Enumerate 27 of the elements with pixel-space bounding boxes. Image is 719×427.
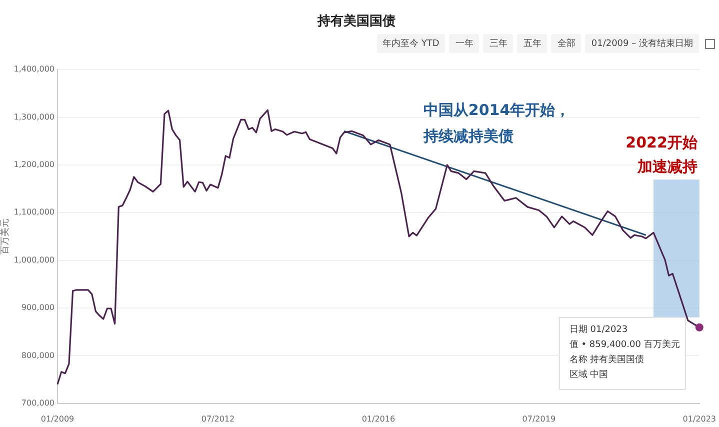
y-axis-title: 百万美元 [0,218,11,254]
text: 三年 [483,34,514,53]
annotation: 区域 中国 [569,369,608,380]
annotation: 日期 01/2023 [569,324,628,336]
text: 年内至今 YTD [376,34,446,53]
y-tick-label: 1,400,000 [14,64,55,74]
y-tick-label: 1,100,000 [14,208,55,217]
x-tick-label: 07/2019 [522,414,556,424]
y-tick-label: 1,000,000 [14,255,55,264]
x-tick-label: 01/2009 [40,414,74,424]
x-tick-label: 07/2012 [201,414,235,424]
y-tick-label: 900,000 [21,303,55,312]
x-tick-label: 01/2023 [682,414,716,424]
y-tick-label: 1,300,000 [14,112,55,122]
x-tick-label: 01/2016 [362,414,396,424]
text: 全部 [551,34,582,53]
text: 01/2009 – 没有结束日期 [585,34,699,53]
y-tick-label: 800,000 [21,350,55,360]
y-tick-label: 700,000 [21,398,55,408]
annotation: 值 • 859,400.00 百万美元 [569,339,680,350]
annotation: 中国从2014年开始，持续减持美债 [422,100,570,145]
y-tick-label: 1,200,000 [14,160,55,170]
annotation: 名称 持有美国国债 [569,354,644,366]
chart-title: 持有美国国债 [316,13,396,30]
text: 五年 [517,34,548,53]
text: 一年 [449,34,480,53]
band-label: 2022开始加速减持 [626,134,698,176]
